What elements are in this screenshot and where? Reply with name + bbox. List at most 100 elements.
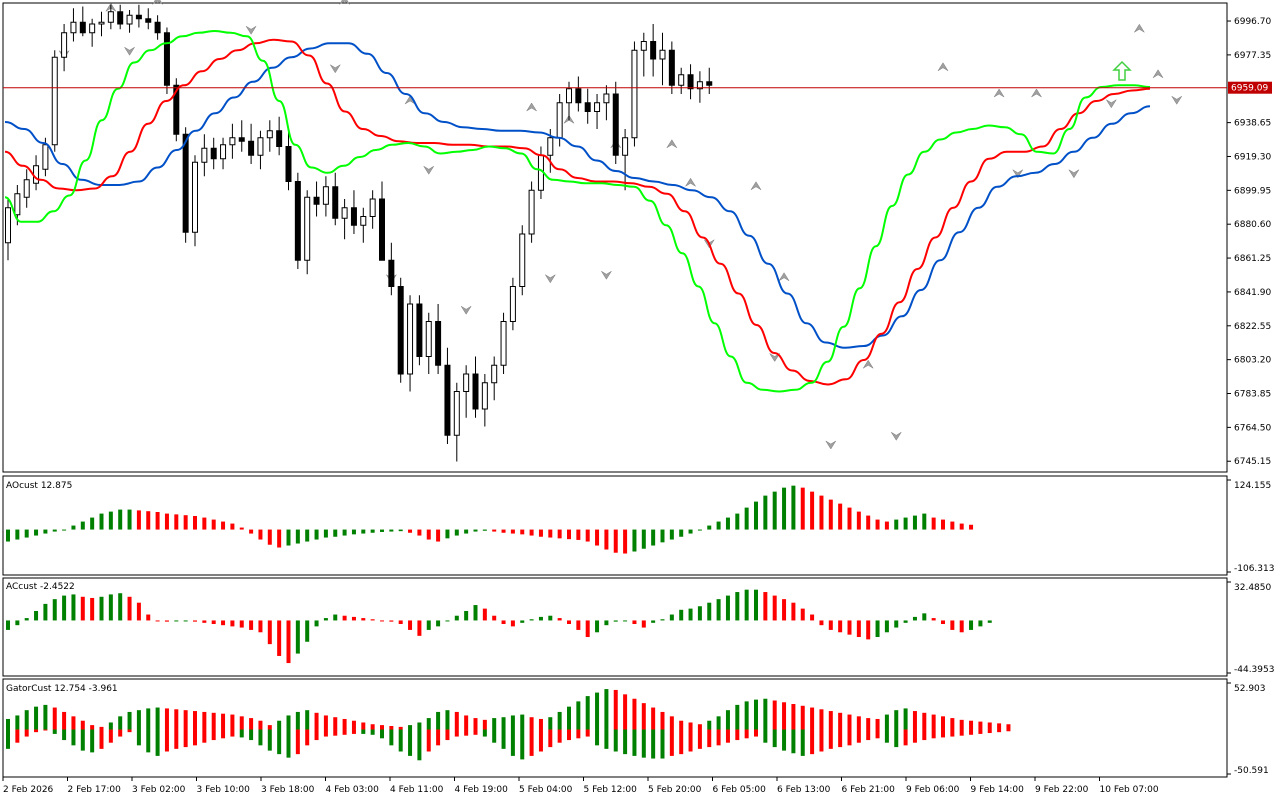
histogram-bar bbox=[744, 507, 749, 530]
histogram-bar bbox=[454, 529, 459, 536]
histogram-bar bbox=[548, 529, 553, 538]
gator-upper-bar bbox=[969, 720, 974, 730]
gator-upper-bar bbox=[866, 718, 871, 730]
time-axis: 2 Feb 2026 2 Feb 17:00 3 Feb 02:00 3 Feb 10… bbox=[2, 777, 1159, 795]
histogram-bar bbox=[380, 620, 384, 622]
candle-body bbox=[566, 88, 572, 104]
candle-body bbox=[192, 161, 198, 233]
histogram-bar bbox=[969, 620, 974, 630]
gator-lower-bar bbox=[595, 729, 600, 746]
fractal-down-marker bbox=[769, 353, 780, 362]
ac-panel[interactable]: ACcust -2.4522 32.4850 -44.3953 bbox=[2, 577, 1274, 677]
current-price-label: 6959.09 bbox=[1231, 84, 1268, 94]
gator-upper-bar bbox=[754, 699, 758, 730]
histogram-bar bbox=[230, 523, 235, 530]
gator-upper-bar bbox=[847, 714, 852, 730]
candle-body bbox=[332, 186, 339, 219]
fractal-up-marker bbox=[1134, 23, 1145, 33]
histogram-bar bbox=[62, 595, 67, 621]
histogram-bar bbox=[987, 620, 992, 623]
candle-body bbox=[622, 137, 629, 156]
gator-upper-bar bbox=[482, 719, 487, 730]
histogram-bar bbox=[164, 513, 169, 530]
candle-body bbox=[313, 196, 320, 205]
price-panel[interactable]: 6996.70 6977.35 6938.65 6919.30 6899.95 6880.… bbox=[2, 0, 1272, 473]
histogram-bar bbox=[286, 620, 291, 664]
candle-body bbox=[173, 84, 180, 135]
histogram-bar bbox=[754, 589, 758, 621]
gator-lower-bar bbox=[426, 729, 431, 752]
candle-body bbox=[453, 391, 460, 436]
histogram-bar bbox=[333, 614, 338, 621]
gator-upper-bar bbox=[436, 711, 441, 730]
gator-upper-bar bbox=[464, 715, 469, 730]
gator-lower-bar bbox=[136, 729, 141, 746]
time-tick-label: 2 Feb 2026 bbox=[3, 785, 54, 795]
gator-lower-bar bbox=[380, 729, 384, 739]
candle-body bbox=[33, 165, 40, 184]
price-tick-label: 6996.70 bbox=[1234, 17, 1271, 27]
gator-panel[interactable]: GatorCust 12.754 -3.961 52.903 -50.591 bbox=[2, 678, 1269, 778]
gator-lower-bar bbox=[520, 729, 525, 760]
gator-upper-bar bbox=[735, 704, 740, 730]
histogram-bar bbox=[585, 529, 590, 542]
fractal-up-marker bbox=[1152, 69, 1164, 78]
histogram-bar bbox=[267, 529, 272, 545]
gator-lower-bar bbox=[501, 729, 506, 749]
candle-body bbox=[528, 189, 535, 235]
histogram-bar bbox=[969, 524, 974, 530]
histogram-bar bbox=[791, 485, 796, 530]
gator-lower-bar bbox=[716, 729, 721, 746]
gator-upper-bar bbox=[380, 725, 384, 730]
gator-lower-bar bbox=[959, 729, 964, 736]
fractal-up-marker bbox=[526, 102, 537, 112]
gator-lower-bar bbox=[707, 729, 712, 748]
histogram-bar bbox=[473, 605, 478, 621]
candle-body bbox=[70, 21, 77, 34]
gator-lower-bar bbox=[473, 729, 478, 735]
histogram-bar bbox=[838, 620, 843, 633]
candle-body bbox=[463, 373, 470, 392]
gator-upper-bar bbox=[492, 718, 497, 730]
gator-upper-bar bbox=[810, 707, 815, 730]
gator-lower-bar bbox=[884, 729, 889, 743]
candle-body bbox=[416, 303, 423, 357]
gator-upper-bar bbox=[959, 719, 964, 730]
price-tick-label: 6880.60 bbox=[1234, 220, 1271, 230]
histogram-bar bbox=[894, 620, 899, 628]
candle-body bbox=[229, 137, 236, 146]
gator-lower-bar bbox=[510, 729, 515, 756]
histogram-bar bbox=[193, 515, 197, 530]
gator-lower-bar bbox=[277, 729, 282, 755]
histogram-bar bbox=[155, 620, 160, 622]
candle-body bbox=[182, 133, 189, 233]
histogram-bar bbox=[800, 487, 805, 530]
gator-indicator-label: GatorCust 12.754 -3.961 bbox=[6, 684, 118, 694]
histogram-bar bbox=[800, 608, 805, 621]
gator-lower-bar bbox=[679, 729, 684, 755]
ao-panel[interactable]: AOcust 12.875 124.155 -106.313 bbox=[2, 475, 1274, 576]
histogram-bar bbox=[323, 529, 328, 538]
histogram-bar bbox=[211, 519, 216, 530]
histogram-bar bbox=[772, 595, 777, 621]
histogram-bar bbox=[819, 495, 824, 530]
fractal-markers bbox=[58, 0, 1182, 450]
alligator-lips-line bbox=[4, 29, 1151, 393]
gator-upper-bar bbox=[1006, 724, 1011, 730]
time-tick-label: 5 Feb 04:00 bbox=[519, 785, 573, 795]
histogram-bar bbox=[370, 529, 375, 533]
gator-lower-bar bbox=[941, 729, 945, 738]
gator-lower-bar bbox=[800, 729, 805, 756]
candle-body bbox=[519, 233, 526, 287]
indicator-tick-label: -50.591 bbox=[1234, 766, 1269, 776]
fractal-down-marker bbox=[545, 274, 556, 284]
gator-lower-bar bbox=[202, 729, 207, 743]
gator-lower-bar bbox=[221, 729, 226, 739]
histogram-bar bbox=[361, 618, 366, 621]
gator-upper-bar bbox=[697, 724, 702, 730]
gator-lower-bar bbox=[62, 729, 67, 741]
histogram-bar bbox=[632, 620, 637, 625]
histogram-bar bbox=[922, 513, 927, 530]
